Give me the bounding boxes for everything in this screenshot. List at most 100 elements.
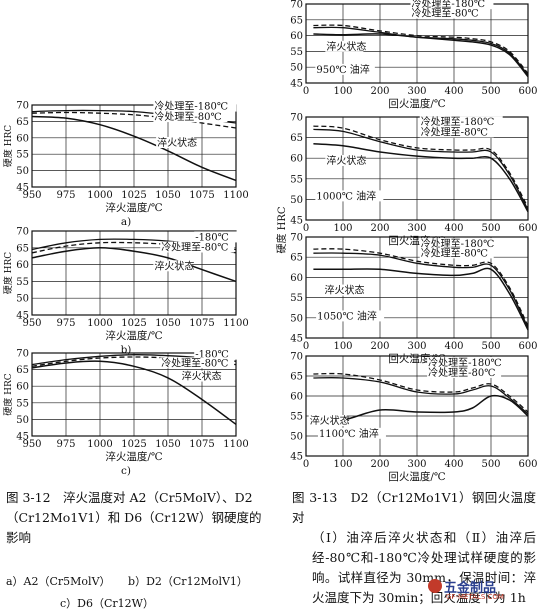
sub-caption-a: a）A2（Cr5MolV） xyxy=(6,575,111,588)
chart-panel-5: 0 100 200 300 400 500 600455055606570回火温度/℃冷处理… xyxy=(290,113,537,248)
y-tick-label: 55 xyxy=(290,174,303,185)
x-tick-label: 1100 xyxy=(223,439,248,450)
condition-label: 1100℃ 油淬 xyxy=(319,427,379,440)
x-tick-label: 500 xyxy=(481,223,500,234)
chart-panel-1: 950 975 1000 1025 1050 1075 1100 45 50 55 60 65 70 淬火… xyxy=(2,100,249,228)
series-label-bg xyxy=(153,111,228,123)
x-tick-label: 600 xyxy=(518,459,537,470)
x-tick-label: 950 xyxy=(22,190,41,201)
x-tick-label: 300 xyxy=(407,86,426,97)
panel-label: b) xyxy=(121,344,132,356)
panel-label: c) xyxy=(121,465,131,477)
y-tick-label: 45 xyxy=(290,79,303,90)
y-tick-label: 60 xyxy=(290,31,303,42)
y-tick-label: 45 xyxy=(16,183,29,194)
y-tick-label: 50 xyxy=(16,415,29,426)
y-tick-label: 55 xyxy=(16,277,29,288)
y-tick-label: 50 xyxy=(16,166,29,177)
plot-frame xyxy=(305,236,529,339)
x-tick-label: 950 xyxy=(22,318,41,329)
x-tick-label: 400 xyxy=(444,223,463,234)
series-line xyxy=(313,248,529,327)
series-label-bg xyxy=(325,40,364,52)
y-tick-label: 65 xyxy=(16,117,29,128)
y-tick-label: 55 xyxy=(290,47,303,58)
series-label-bg xyxy=(323,284,362,296)
y-tick-label: 50 xyxy=(16,294,29,305)
y-tick-label: 45 xyxy=(16,432,29,443)
series-label: 淬火状态 xyxy=(182,370,222,383)
y-tick-label: 60 xyxy=(16,382,29,393)
series-label-bg xyxy=(419,238,503,250)
y-tick-label: 65 xyxy=(16,365,29,376)
series-label-bg xyxy=(160,357,235,369)
x-axis-label: 淬火温度/℃ xyxy=(105,201,163,214)
y-tick-label: 45 xyxy=(16,311,29,322)
x-tick-label: 1100 xyxy=(223,318,248,329)
y-tick-label: 65 xyxy=(290,372,303,383)
condition-label: 1050℃ 油淬 xyxy=(317,309,377,322)
series-label-bg xyxy=(410,7,485,19)
y-tick-label: 65 xyxy=(290,253,303,264)
series-label: 冷处理至-180℃ xyxy=(421,237,495,250)
x-tick-label: 100 xyxy=(333,86,352,97)
x-tick-label: 100 xyxy=(333,223,352,234)
plot-frame xyxy=(305,355,529,457)
right-column-y-axis-label: 硬度 HRC xyxy=(275,206,288,253)
x-tick-label: 500 xyxy=(481,86,500,97)
y-tick-label: 70 xyxy=(290,352,303,363)
y-tick-label: 70 xyxy=(290,113,303,124)
series-line xyxy=(31,115,237,182)
series-label: 冷处理至-80℃ xyxy=(428,366,495,379)
x-tick-label: 600 xyxy=(518,86,537,97)
x-tick-label: 1050 xyxy=(155,439,180,450)
series-label: 淬火状态 xyxy=(326,154,366,167)
series-label-bg xyxy=(153,100,237,112)
chart-panel-6: 0 100 200 300 400 500 600455055606570回火温度/℃冷处理… xyxy=(290,233,537,366)
watermark-url: GF-METALS.COM xyxy=(446,593,504,601)
series-label: 冷处理至-180℃ xyxy=(428,356,502,369)
x-tick-label: 975 xyxy=(56,439,75,450)
x-tick-label: 200 xyxy=(370,223,389,234)
chart-panel-3: 950 975 1000 1025 1050 1075 1100 45 50 55 60 65 70 淬火… xyxy=(2,349,249,478)
y-tick-label: 70 xyxy=(16,101,29,112)
x-tick-label: 1075 xyxy=(189,439,214,450)
plot-frame xyxy=(305,116,529,221)
x-tick-label: 100 xyxy=(333,341,352,352)
x-tick-label: 1025 xyxy=(121,439,146,450)
series-line xyxy=(31,111,237,129)
x-axis-label: 回火温度/℃ xyxy=(388,470,446,483)
condition-label-bg xyxy=(315,190,384,202)
x-tick-label: 1025 xyxy=(121,190,146,201)
x-tick-label: 400 xyxy=(444,459,463,470)
y-tick-label: 70 xyxy=(290,0,303,11)
series-label: 冷处理至-80℃ xyxy=(161,240,228,253)
series-label: -180℃ xyxy=(195,350,229,361)
fig313-caption-title: 图 3-13 D2（Cr12Mo1V1）钢回火温度对 xyxy=(292,490,536,525)
plot-frame xyxy=(31,104,237,188)
x-tick-label: 100 xyxy=(333,459,352,470)
watermark-text: 五金制品 xyxy=(444,581,497,596)
series-label: 淬火状态 xyxy=(310,414,350,427)
x-tick-label: 1050 xyxy=(155,190,180,201)
y-axis-label: 硬度 HRC xyxy=(2,373,14,415)
y-axis-label: 硬度 HRC xyxy=(2,125,14,167)
x-tick-label: 500 xyxy=(481,459,500,470)
series-label: 冷处理至-80℃ xyxy=(421,246,488,259)
fig313-caption-body: （Ⅰ）油淬后淬火状态和（Ⅱ）油淬后经-80℃和-180℃冷处理试样硬度的影响。试… xyxy=(312,530,536,605)
x-tick-label: 500 xyxy=(481,341,500,352)
series-line xyxy=(313,394,529,422)
x-tick-label: 975 xyxy=(56,190,75,201)
x-tick-label: 600 xyxy=(518,223,537,234)
sub-caption-c: c）D6（Cr12W） xyxy=(60,597,154,610)
x-tick-label: 400 xyxy=(444,341,463,352)
x-tick-label: 1000 xyxy=(87,318,112,329)
series-line xyxy=(313,24,529,74)
y-tick-label: 50 xyxy=(290,63,303,74)
x-tick-label: 300 xyxy=(407,223,426,234)
y-tick-label: 45 xyxy=(290,334,303,345)
x-axis-label: 淬火温度/℃ xyxy=(105,450,163,463)
y-tick-label: 55 xyxy=(290,293,303,304)
y-tick-label: 60 xyxy=(290,392,303,403)
plot-frame xyxy=(31,352,237,437)
